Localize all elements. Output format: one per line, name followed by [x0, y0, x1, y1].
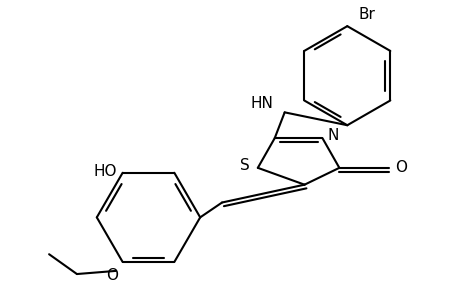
Text: S: S: [239, 158, 249, 173]
Text: O: O: [395, 160, 407, 175]
Text: O: O: [106, 268, 118, 283]
Text: Br: Br: [358, 7, 375, 22]
Text: HO: HO: [94, 164, 117, 179]
Text: HN: HN: [250, 96, 273, 111]
Text: N: N: [327, 128, 339, 143]
